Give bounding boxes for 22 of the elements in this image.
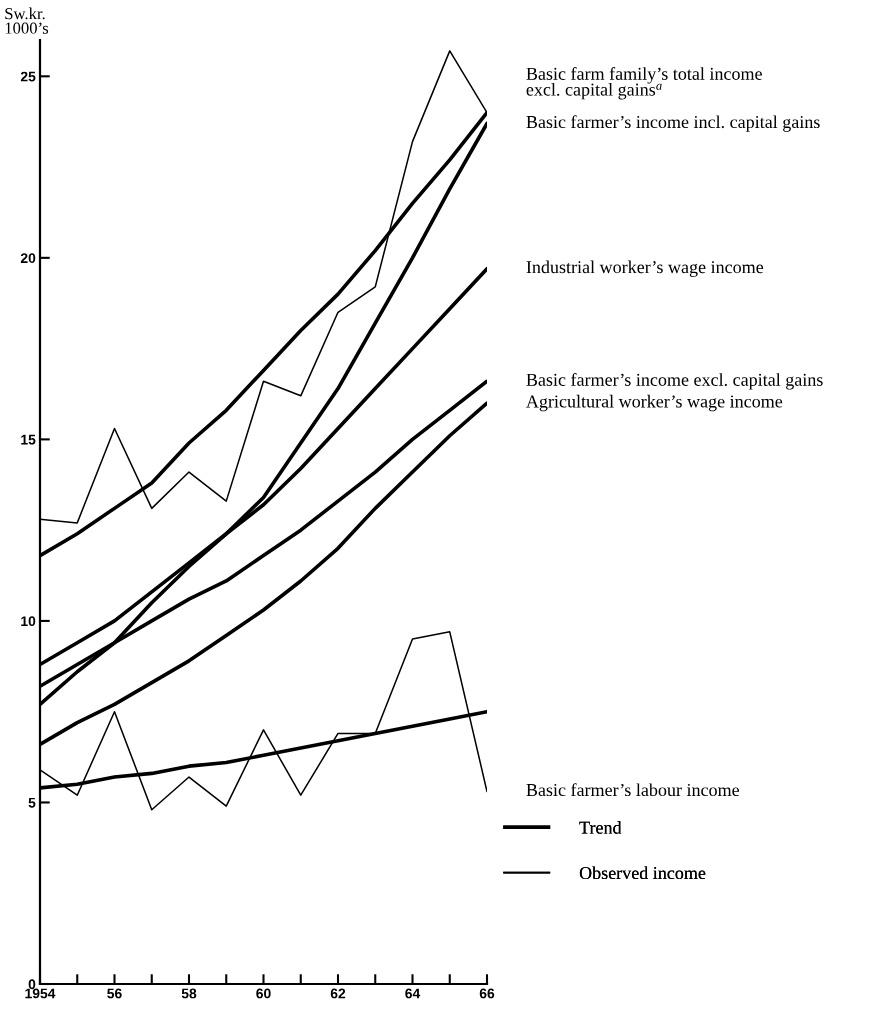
- text: Basic farmer’s labour income: [526, 783, 740, 797]
- y-tick-label: 25: [20, 71, 36, 82]
- y-tick-label: 0: [28, 979, 36, 990]
- text: Basic farmer’s income incl. capital gains: [526, 115, 820, 132]
- y-tick-label: 20: [20, 253, 36, 264]
- x-tick-label: 62: [330, 988, 346, 999]
- text: Trend: [579, 821, 622, 834]
- x-tick-label: 64: [405, 988, 421, 999]
- y-axis-title: Sw.kr. 1000’s: [5, 7, 49, 34]
- x-tick-label: 60: [256, 988, 271, 999]
- text: Basic farmer’s income excl. capital gains: [526, 372, 823, 390]
- text: Basic farm family’s total income excl. capital gains$^{a}$: [526, 67, 762, 100]
- text: Industrial worker’s wage income: [526, 260, 764, 277]
- y-tick-label: 10: [21, 616, 36, 627]
- x-tick-label: 66: [479, 988, 495, 999]
- x-tick-label: 1954: [25, 988, 56, 999]
- x-tick-label: 56: [107, 988, 122, 999]
- y-tick-label: 15: [21, 434, 36, 445]
- text: Observed income: [579, 866, 706, 880]
- text: Agricultural worker’s wage income: [526, 394, 783, 412]
- y-tick-label: 5: [28, 797, 36, 808]
- x-tick-label: 58: [181, 988, 197, 999]
